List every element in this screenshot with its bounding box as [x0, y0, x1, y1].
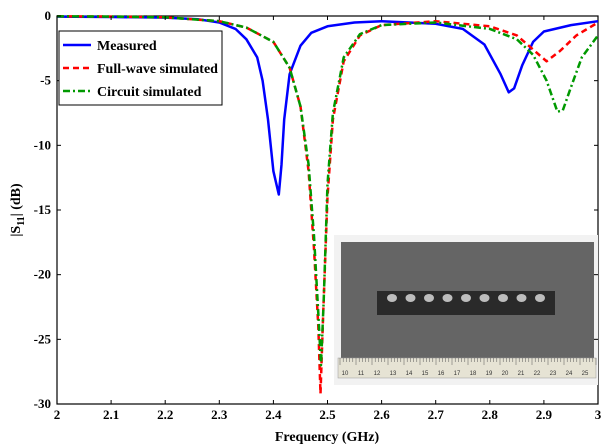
- x-ticks: 2 2.1 2.2 2.3 2.4 2.5 2.6 2.7 2.8 2.9 3: [54, 16, 602, 422]
- legend-label-fullwave: Full-wave simulated: [97, 62, 218, 77]
- y-tick-label: -20: [34, 267, 51, 282]
- legend-label-circuit: Circuit simulated: [97, 85, 202, 100]
- pcb-pad: [479, 294, 490, 302]
- legend-label-measured: Measured: [97, 39, 157, 54]
- y-axis-title-main: |S: [9, 226, 24, 237]
- ruler-number: 13: [390, 371, 397, 377]
- x-tick-label: 2.2: [157, 407, 173, 422]
- ruler-number: 14: [406, 371, 413, 377]
- ruler-number: 21: [518, 371, 525, 377]
- ruler-number: 20: [502, 371, 509, 377]
- y-axis-title-tail: | (dB): [9, 183, 24, 216]
- inset-photo: 10 11 12 13 14 15 16 17 18 19 20 21 22 23 24 25: [334, 235, 598, 385]
- x-tick-label: 3: [595, 407, 602, 422]
- x-tick-label: 2.1: [103, 407, 119, 422]
- ruler: [337, 357, 597, 379]
- pcb-pad: [535, 294, 545, 302]
- x-tick-label: 2.4: [265, 407, 282, 422]
- y-axis-title: |S11| (dB): [9, 183, 27, 237]
- pcb-pad: [405, 294, 416, 302]
- pcb-pad: [442, 294, 453, 302]
- y-tick-label: -15: [34, 202, 52, 217]
- pcb-pad: [387, 294, 397, 302]
- ruler-marks: [339, 358, 597, 365]
- ruler-number: 19: [486, 371, 493, 377]
- pcb-pads: [387, 294, 545, 302]
- ruler-labels: 10 11 12 13 14 15 16 17 18 19 20 21 22 23 24 25: [342, 371, 589, 377]
- y-tick-label: 0: [45, 8, 52, 23]
- legend: Measured Full-wave simulated Circuit sim…: [58, 30, 223, 106]
- y-tick-label: -25: [34, 331, 52, 346]
- ruler-number: 11: [358, 371, 365, 377]
- ruler-number: 22: [534, 371, 541, 377]
- ruler-number: 17: [454, 371, 461, 377]
- pcb-pad: [498, 294, 508, 302]
- series-line-3: [56, 15, 600, 367]
- ruler-number: 18: [470, 371, 477, 377]
- x-tick-label: 2.3: [211, 407, 228, 422]
- y-axis-title-sub: 11: [16, 216, 27, 225]
- ruler-number: 24: [566, 371, 573, 377]
- x-tick-label: 2.6: [373, 407, 390, 422]
- x-tick-label: 2.7: [428, 407, 445, 422]
- ruler-number: 16: [438, 371, 445, 377]
- pcb-pad: [461, 294, 471, 302]
- pcb-pad: [424, 294, 434, 302]
- x-tick-label: 2.9: [536, 407, 553, 422]
- ruler-number: 23: [550, 371, 557, 377]
- y-tick-label: -10: [34, 137, 51, 152]
- ruler-number: 12: [374, 371, 381, 377]
- x-axis-title: Frequency (GHz): [275, 430, 380, 445]
- series-layer: [56, 15, 600, 395]
- x-tick-label: 2.8: [482, 407, 499, 422]
- ruler-number: 15: [422, 371, 429, 377]
- x-tick-label: 2.5: [319, 407, 336, 422]
- ruler-number: 10: [342, 371, 349, 377]
- x-tick-label: 2: [54, 407, 61, 422]
- pcb-pad: [516, 294, 527, 302]
- y-tick-label: -5: [40, 73, 51, 88]
- series-line-1: [56, 15, 599, 196]
- y-tick-label: -30: [34, 396, 51, 411]
- ruler-number: 25: [582, 371, 589, 377]
